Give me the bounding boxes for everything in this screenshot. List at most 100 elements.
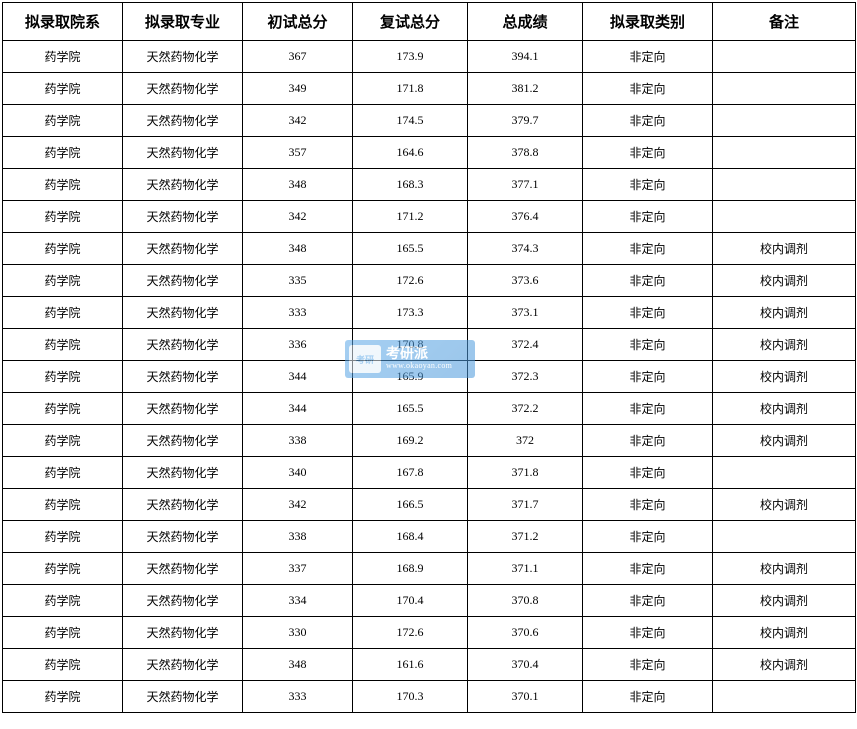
table-header: 拟录取院系拟录取专业初试总分复试总分总成绩拟录取类别备注 xyxy=(3,3,856,41)
table-cell: 173.9 xyxy=(353,41,468,73)
table-cell: 167.8 xyxy=(353,457,468,489)
table-header-cell: 复试总分 xyxy=(353,3,468,41)
table-cell: 348 xyxy=(243,233,353,265)
table-cell: 天然药物化学 xyxy=(123,41,243,73)
table-cell xyxy=(713,169,856,201)
table-row: 药学院天然药物化学348165.5374.3非定向校内调剂 xyxy=(3,233,856,265)
table-cell: 药学院 xyxy=(3,137,123,169)
table-cell: 非定向 xyxy=(583,649,713,681)
table-cell: 药学院 xyxy=(3,617,123,649)
table-cell: 340 xyxy=(243,457,353,489)
table-cell: 校内调剂 xyxy=(713,393,856,425)
table-row: 药学院天然药物化学342171.2376.4非定向 xyxy=(3,201,856,233)
table-cell: 天然药物化学 xyxy=(123,105,243,137)
table-row: 药学院天然药物化学333170.3370.1非定向 xyxy=(3,681,856,713)
table-cell: 372 xyxy=(468,425,583,457)
table-row: 药学院天然药物化学333173.3373.1非定向校内调剂 xyxy=(3,297,856,329)
table-cell: 天然药物化学 xyxy=(123,425,243,457)
table-cell: 330 xyxy=(243,617,353,649)
table-cell: 372.3 xyxy=(468,361,583,393)
table-cell: 335 xyxy=(243,265,353,297)
table-cell: 药学院 xyxy=(3,297,123,329)
table-cell: 天然药物化学 xyxy=(123,393,243,425)
table-cell: 非定向 xyxy=(583,169,713,201)
table-cell: 非定向 xyxy=(583,457,713,489)
table-cell: 药学院 xyxy=(3,649,123,681)
table-cell: 天然药物化学 xyxy=(123,521,243,553)
table-cell: 药学院 xyxy=(3,681,123,713)
table-row: 药学院天然药物化学367173.9394.1非定向 xyxy=(3,41,856,73)
table-cell: 370.8 xyxy=(468,585,583,617)
table-cell xyxy=(713,73,856,105)
table-cell: 天然药物化学 xyxy=(123,617,243,649)
table-cell: 天然药物化学 xyxy=(123,489,243,521)
table-row: 药学院天然药物化学336170.8372.4非定向校内调剂 xyxy=(3,329,856,361)
table-row: 药学院天然药物化学357164.6378.8非定向 xyxy=(3,137,856,169)
table-cell: 校内调剂 xyxy=(713,361,856,393)
table-cell: 333 xyxy=(243,681,353,713)
table-cell xyxy=(713,41,856,73)
table-cell: 药学院 xyxy=(3,329,123,361)
table-cell: 非定向 xyxy=(583,265,713,297)
table-cell: 校内调剂 xyxy=(713,617,856,649)
table-cell: 169.2 xyxy=(353,425,468,457)
table-cell: 药学院 xyxy=(3,105,123,137)
table-cell: 非定向 xyxy=(583,201,713,233)
table-cell: 334 xyxy=(243,585,353,617)
table-cell: 373.1 xyxy=(468,297,583,329)
table-cell: 药学院 xyxy=(3,553,123,585)
table-cell: 天然药物化学 xyxy=(123,553,243,585)
table-header-cell: 拟录取院系 xyxy=(3,3,123,41)
admission-table: 拟录取院系拟录取专业初试总分复试总分总成绩拟录取类别备注 药学院天然药物化学36… xyxy=(2,2,856,713)
table-cell: 非定向 xyxy=(583,489,713,521)
table-cell: 171.8 xyxy=(353,73,468,105)
table-cell: 370.4 xyxy=(468,649,583,681)
table-cell: 天然药物化学 xyxy=(123,265,243,297)
table-cell: 367 xyxy=(243,41,353,73)
table-cell: 非定向 xyxy=(583,137,713,169)
table-cell: 天然药物化学 xyxy=(123,137,243,169)
table-cell: 药学院 xyxy=(3,521,123,553)
table-cell: 非定向 xyxy=(583,681,713,713)
table-cell: 370.6 xyxy=(468,617,583,649)
table-cell: 342 xyxy=(243,489,353,521)
table-header-cell: 备注 xyxy=(713,3,856,41)
table-cell xyxy=(713,521,856,553)
table-cell: 165.5 xyxy=(353,233,468,265)
table-cell: 药学院 xyxy=(3,457,123,489)
table-cell: 378.8 xyxy=(468,137,583,169)
table-cell: 天然药物化学 xyxy=(123,329,243,361)
table-cell: 168.4 xyxy=(353,521,468,553)
table-cell: 非定向 xyxy=(583,73,713,105)
table-cell: 药学院 xyxy=(3,265,123,297)
table-cell: 172.6 xyxy=(353,265,468,297)
table-cell: 342 xyxy=(243,105,353,137)
table-header-cell: 初试总分 xyxy=(243,3,353,41)
table-cell: 165.9 xyxy=(353,361,468,393)
table-cell: 天然药物化学 xyxy=(123,233,243,265)
table-cell: 170.8 xyxy=(353,329,468,361)
table-cell: 校内调剂 xyxy=(713,265,856,297)
table-row: 药学院天然药物化学342166.5371.7非定向校内调剂 xyxy=(3,489,856,521)
table-cell: 376.4 xyxy=(468,201,583,233)
table-row: 药学院天然药物化学342174.5379.7非定向 xyxy=(3,105,856,137)
table-cell: 非定向 xyxy=(583,521,713,553)
table-row: 药学院天然药物化学338168.4371.2非定向 xyxy=(3,521,856,553)
table-cell: 342 xyxy=(243,201,353,233)
table-cell: 非定向 xyxy=(583,553,713,585)
table-cell xyxy=(713,457,856,489)
table-cell: 非定向 xyxy=(583,361,713,393)
table-row: 药学院天然药物化学334170.4370.8非定向校内调剂 xyxy=(3,585,856,617)
table-cell: 非定向 xyxy=(583,617,713,649)
table-cell: 381.2 xyxy=(468,73,583,105)
table-cell: 校内调剂 xyxy=(713,489,856,521)
table-cell xyxy=(713,201,856,233)
table-cell: 天然药物化学 xyxy=(123,169,243,201)
table-header-cell: 拟录取类别 xyxy=(583,3,713,41)
table-header-cell: 拟录取专业 xyxy=(123,3,243,41)
table-cell: 379.7 xyxy=(468,105,583,137)
table-cell: 338 xyxy=(243,521,353,553)
table-cell: 170.4 xyxy=(353,585,468,617)
table-cell xyxy=(713,105,856,137)
table-header-row: 拟录取院系拟录取专业初试总分复试总分总成绩拟录取类别备注 xyxy=(3,3,856,41)
